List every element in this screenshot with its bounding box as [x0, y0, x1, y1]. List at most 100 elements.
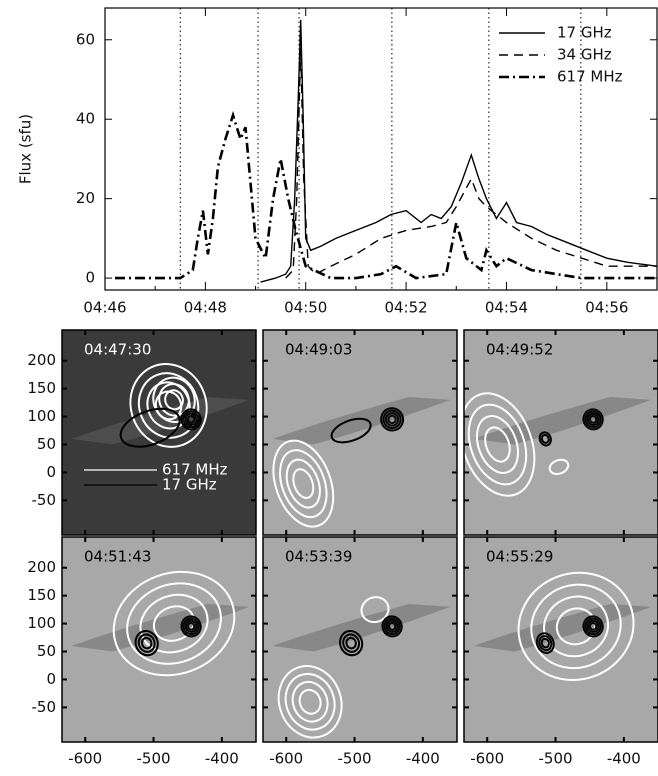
contour: [584, 410, 602, 429]
panel-label: 04:49:03: [285, 341, 352, 359]
legend-label: 17 GHz: [162, 476, 217, 494]
contour: [345, 636, 357, 650]
contour: [586, 619, 600, 633]
contour: [582, 408, 604, 431]
y-tick-label: 0: [46, 670, 56, 688]
map-panel: 04:47:30: [61, 329, 257, 536]
contour: [284, 673, 336, 731]
contour: [342, 633, 361, 653]
contour: [459, 392, 536, 497]
contour: [543, 595, 609, 658]
map-panel: 04:51:43: [61, 536, 257, 743]
contour: [164, 389, 184, 411]
contour: [586, 412, 600, 426]
dark-feature: [71, 604, 250, 652]
contour: [182, 617, 200, 636]
panel-label: 04:53:39: [285, 548, 352, 566]
contour: [180, 408, 202, 431]
y-tick-label: 150: [27, 379, 56, 397]
x-tick-label: -400: [406, 750, 440, 768]
contour: [140, 636, 153, 650]
y-tick-label: 60: [76, 30, 95, 48]
y-tick-label: 200: [27, 351, 56, 369]
contour: [112, 570, 236, 677]
contour: [360, 596, 390, 624]
panel-frame: [463, 329, 658, 536]
contour: [517, 571, 635, 682]
contour: [484, 426, 511, 463]
map-panel: 04:49:52: [459, 329, 658, 536]
contour: [279, 449, 328, 519]
contour: [584, 617, 602, 636]
panel-label: 04:51:43: [84, 548, 151, 566]
contour: [380, 407, 405, 432]
contour: [298, 688, 322, 715]
panel-frame: [61, 329, 257, 536]
x-tick-label: -500: [338, 750, 372, 768]
series-line: [285, 47, 657, 279]
panel-label: 04:47:30: [84, 341, 151, 359]
contour: [186, 415, 196, 424]
y-tick-label: 50: [37, 435, 56, 453]
contour: [119, 407, 181, 448]
series-line: [115, 110, 657, 280]
series-line: [260, 19, 658, 283]
contour: [385, 619, 399, 633]
contour: [383, 617, 401, 636]
legend-label: 34 GHz: [557, 46, 612, 64]
contour: [285, 458, 321, 509]
panel-label: 04:49:52: [486, 341, 553, 359]
contour: [582, 615, 604, 638]
contour: [530, 583, 622, 670]
y-axis-label: Flux (sfu): [17, 114, 35, 184]
legend-label: 17 GHz: [557, 24, 612, 42]
panel-label: 04:55:29: [486, 548, 553, 566]
x-tick-label: 04:56: [585, 299, 628, 317]
contour: [186, 622, 196, 631]
contour: [184, 619, 198, 633]
map-panel: 04:49:03: [262, 329, 458, 536]
y-tick-label: 100: [27, 407, 56, 425]
x-tick-label: -600: [470, 750, 504, 768]
map-panel: 04:55:29: [463, 536, 658, 743]
panel-frame: [463, 536, 658, 743]
contour: [475, 415, 519, 474]
panel-frame: [262, 536, 458, 743]
legend-label: 617 MHz: [162, 461, 228, 479]
contour: [272, 439, 335, 528]
y-tick-label: 100: [27, 614, 56, 632]
dark-feature: [71, 397, 250, 445]
plot-frame: [104, 7, 658, 291]
contour: [387, 414, 397, 425]
x-tick-label: -600: [68, 750, 102, 768]
contour: [381, 615, 403, 638]
contour: [330, 417, 372, 444]
x-tick-label: 04:48: [184, 299, 227, 317]
y-tick-label: 50: [37, 642, 56, 660]
contour: [588, 415, 598, 424]
contour: [277, 665, 343, 739]
contour: [535, 632, 555, 654]
y-tick-label: 40: [76, 110, 95, 128]
x-tick-label: 04:54: [485, 299, 528, 317]
x-tick-label: 04:52: [384, 299, 427, 317]
contour: [538, 635, 553, 652]
contour: [387, 622, 397, 631]
contour: [339, 629, 364, 657]
contour: [184, 412, 198, 426]
x-tick-label: -400: [205, 750, 239, 768]
contour: [538, 431, 552, 447]
x-tick-label: -400: [607, 750, 641, 768]
contour: [540, 433, 550, 444]
dark-feature: [272, 397, 451, 445]
contour: [555, 607, 597, 646]
x-tick-label: -500: [539, 750, 573, 768]
contour: [137, 372, 200, 439]
contour: [158, 383, 190, 417]
contour: [182, 410, 200, 429]
contour: [385, 412, 400, 427]
y-tick-label: 200: [27, 558, 56, 576]
x-tick-label: 04:46: [83, 299, 126, 317]
contour: [588, 622, 598, 631]
